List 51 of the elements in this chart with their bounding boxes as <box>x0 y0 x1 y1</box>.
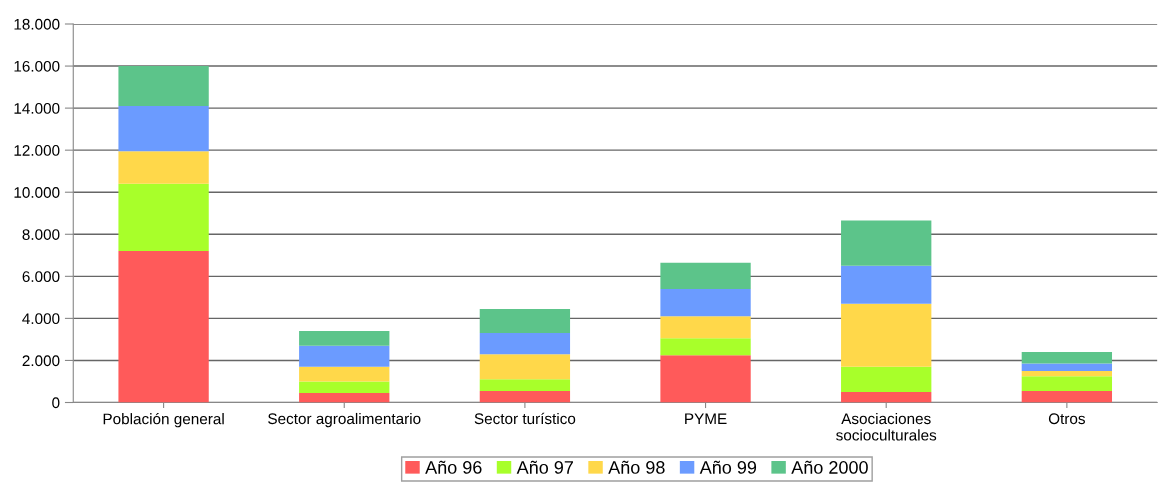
x-tick-label: Sector agroalimentario <box>268 412 421 428</box>
bar <box>1021 352 1113 364</box>
bar <box>299 331 390 346</box>
y-tick-label: 8.000 <box>22 229 60 240</box>
bar <box>299 345 390 367</box>
y-tick-label: 10.000 <box>14 187 60 198</box>
bar <box>118 183 209 252</box>
bar <box>1021 390 1113 403</box>
bar <box>479 379 571 391</box>
bar <box>479 308 571 334</box>
legend-label: Año 99 <box>699 460 757 474</box>
bar <box>118 66 209 107</box>
bar <box>841 220 932 266</box>
bar <box>118 106 209 152</box>
y-tick-label: 0 <box>52 397 60 409</box>
y-tick-label: 6.000 <box>22 271 60 283</box>
bar <box>479 390 571 403</box>
bar <box>841 391 932 403</box>
y-tick-label: 18.000 <box>14 18 60 30</box>
y-tick-label: 12.000 <box>14 145 60 156</box>
bar <box>299 381 390 394</box>
bar <box>299 366 390 382</box>
bar <box>1021 376 1113 391</box>
x-tick-label: Otros <box>1048 413 1085 425</box>
bar <box>479 354 571 380</box>
bar <box>479 333 571 355</box>
bar <box>660 316 751 339</box>
bar <box>841 265 932 304</box>
x-tick-label: Asociaciones socioculturales <box>836 412 937 441</box>
legend-label: Año 97 <box>516 460 573 474</box>
bar <box>841 366 932 392</box>
bar <box>1021 363 1113 371</box>
bar <box>660 288 751 317</box>
x-tick-label: PYME <box>685 413 727 424</box>
legend-label: Año 96 <box>425 460 482 474</box>
bar <box>1021 370 1113 377</box>
bar <box>660 262 751 289</box>
y-tick-label: 16.000 <box>14 60 60 72</box>
bar <box>841 303 932 367</box>
bar <box>299 393 390 403</box>
legend-label: Año 2000 <box>791 460 868 474</box>
x-tick-label: Población general <box>103 412 224 428</box>
bar <box>118 251 209 403</box>
y-tick-label: 2.000 <box>22 355 60 367</box>
x-tick-label: Sector turístico <box>474 412 576 425</box>
bar <box>118 151 209 184</box>
y-tick-label: 14.000 <box>14 102 60 114</box>
legend-label: Año 98 <box>608 460 665 474</box>
bar <box>660 338 751 356</box>
y-tick-label: 4.000 <box>22 313 60 325</box>
bar <box>660 355 751 403</box>
